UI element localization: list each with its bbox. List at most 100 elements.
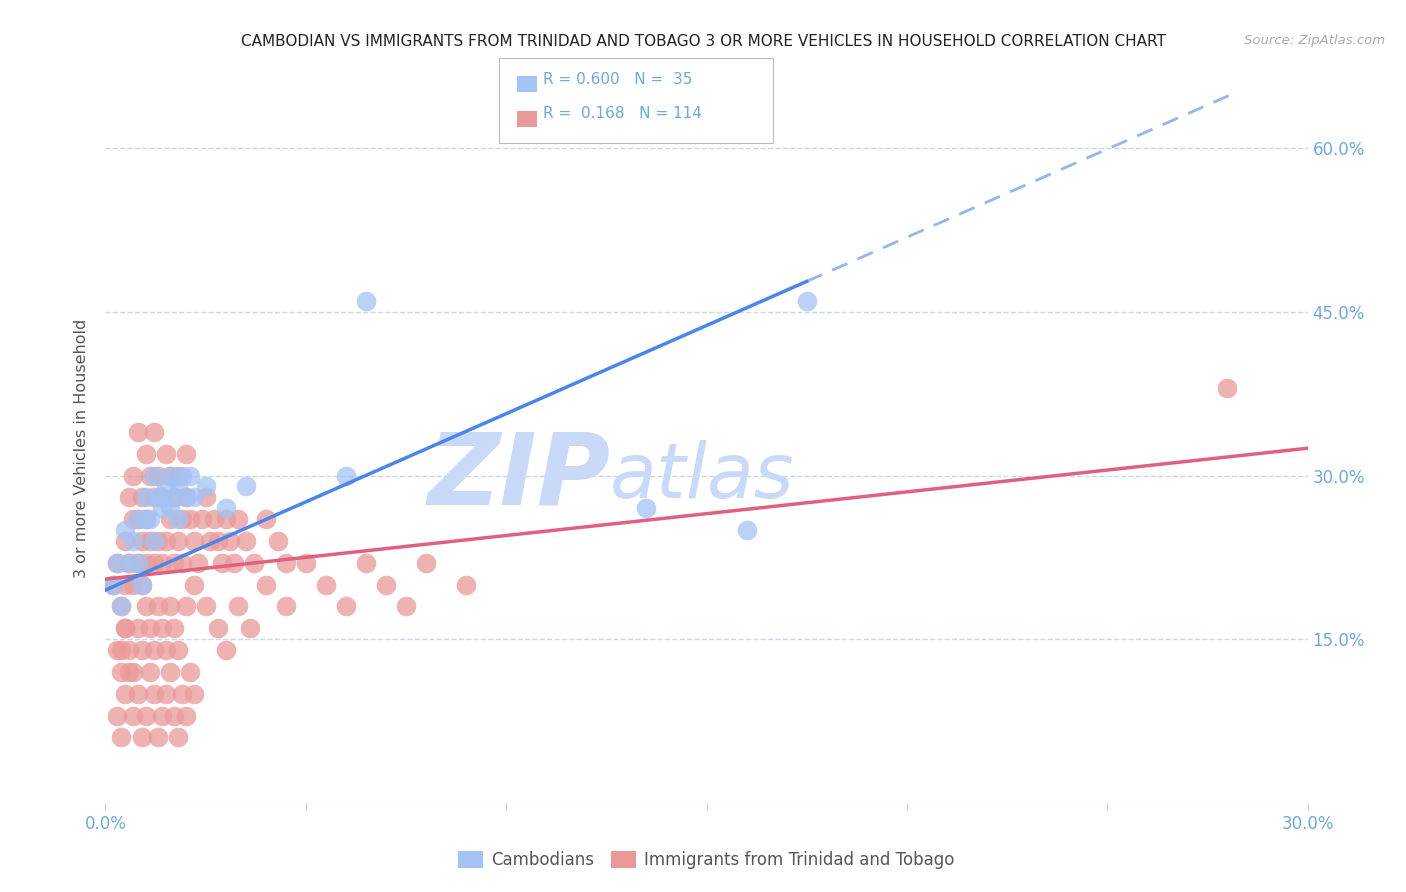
Point [127, 687, 149, 701]
Point [127, 425, 149, 439]
Point [174, 447, 197, 461]
Point [315, 577, 337, 591]
Point [138, 533, 160, 548]
Point [374, 577, 398, 591]
Text: CAMBODIAN VS IMMIGRANTS FROM TRINIDAD AND TOBAGO 3 OR MORE VEHICLES IN HOUSEHOLD: CAMBODIAN VS IMMIGRANTS FROM TRINIDAD AN… [240, 34, 1166, 49]
Point [166, 643, 188, 657]
Point [198, 533, 221, 548]
Point [146, 599, 169, 614]
Point [354, 556, 377, 570]
Point [187, 556, 209, 570]
Point [118, 491, 141, 505]
Point [122, 512, 145, 526]
Point [170, 468, 193, 483]
Point [207, 533, 229, 548]
Point [118, 556, 141, 570]
Point [207, 621, 229, 635]
Point [190, 512, 212, 526]
Point [122, 577, 145, 591]
Point [274, 599, 297, 614]
Point [335, 468, 357, 483]
Point [159, 599, 181, 614]
Point [636, 501, 658, 516]
Point [295, 556, 318, 570]
Point [146, 731, 169, 745]
Point [110, 643, 132, 657]
Point [254, 512, 277, 526]
Point [131, 731, 153, 745]
Point [218, 533, 240, 548]
Point [214, 512, 236, 526]
Point [142, 425, 165, 439]
Point [146, 533, 169, 548]
Point [267, 533, 290, 548]
Point [183, 533, 205, 548]
Point [194, 599, 217, 614]
Point [211, 556, 233, 570]
Point [118, 556, 141, 570]
Point [454, 577, 477, 591]
Point [194, 491, 217, 505]
Point [135, 556, 157, 570]
Point [159, 512, 181, 526]
Point [118, 643, 141, 657]
Point [150, 621, 173, 635]
Point [162, 491, 184, 505]
Point [254, 577, 277, 591]
Point [179, 512, 201, 526]
Point [138, 468, 160, 483]
Point [159, 501, 181, 516]
Point [150, 491, 173, 505]
Point [214, 643, 236, 657]
Text: Source: ZipAtlas.com: Source: ZipAtlas.com [1244, 34, 1385, 47]
Point [174, 708, 197, 723]
Point [138, 512, 160, 526]
Point [107, 556, 129, 570]
Point [114, 687, 136, 701]
Point [127, 512, 149, 526]
Point [179, 468, 201, 483]
Point [122, 468, 145, 483]
Point [202, 512, 225, 526]
Point [150, 556, 173, 570]
Point [118, 665, 141, 679]
Point [103, 577, 125, 591]
Point [138, 665, 160, 679]
Point [110, 599, 132, 614]
Point [155, 479, 177, 493]
Point [150, 491, 173, 505]
Point [222, 556, 245, 570]
Point [155, 687, 177, 701]
Point [174, 491, 197, 505]
Point [110, 665, 132, 679]
Point [415, 556, 437, 570]
Point [122, 665, 145, 679]
Text: R = 0.600   N =  35: R = 0.600 N = 35 [543, 72, 692, 87]
Point [159, 468, 181, 483]
Point [127, 556, 149, 570]
Point [214, 501, 236, 516]
Point [114, 523, 136, 537]
Point [735, 523, 758, 537]
Point [155, 447, 177, 461]
Point [395, 599, 418, 614]
Point [242, 556, 264, 570]
Point [174, 599, 197, 614]
Y-axis label: 3 or more Vehicles in Household: 3 or more Vehicles in Household [75, 318, 90, 578]
Point [235, 533, 257, 548]
Point [103, 577, 125, 591]
Point [127, 621, 149, 635]
Point [127, 556, 149, 570]
Point [179, 665, 201, 679]
Point [335, 599, 357, 614]
Point [170, 687, 193, 701]
Point [159, 665, 181, 679]
Point [162, 708, 184, 723]
Point [162, 556, 184, 570]
Point [114, 577, 136, 591]
Point [183, 687, 205, 701]
Point [155, 643, 177, 657]
Point [174, 491, 197, 505]
Point [142, 533, 165, 548]
Point [170, 556, 193, 570]
